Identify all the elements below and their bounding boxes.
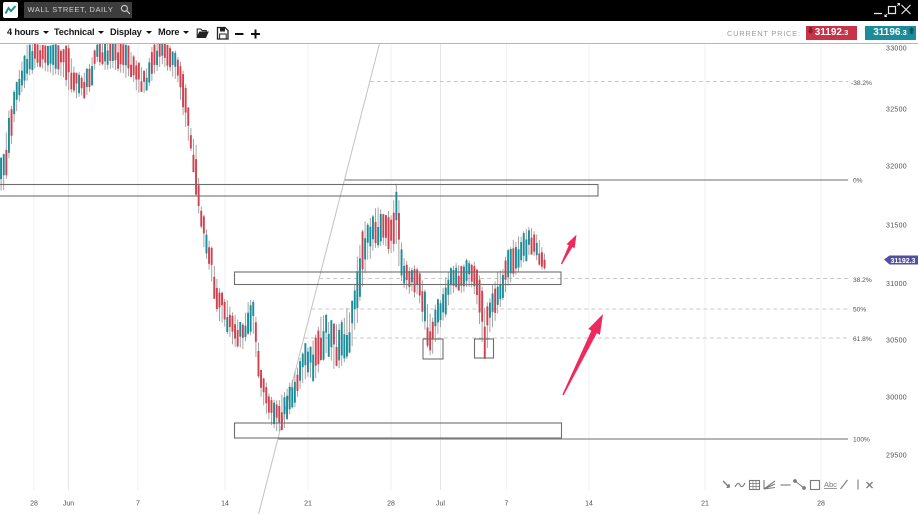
svg-text:14: 14 — [585, 501, 593, 508]
svg-text:Jul: Jul — [436, 501, 445, 508]
svg-text:21: 21 — [701, 501, 709, 508]
svg-text:31192.3: 31192.3 — [891, 258, 916, 265]
svg-text:7: 7 — [505, 501, 509, 508]
svg-text:28: 28 — [817, 501, 825, 508]
svg-text:31000: 31000 — [886, 281, 907, 288]
svg-text:0%: 0% — [853, 177, 863, 184]
svg-text:28: 28 — [387, 501, 395, 508]
svg-text:7: 7 — [136, 501, 140, 508]
svg-text:14: 14 — [221, 501, 229, 508]
svg-text:31500: 31500 — [886, 223, 907, 230]
svg-text:21: 21 — [304, 501, 312, 508]
svg-text:29500: 29500 — [886, 453, 907, 460]
svg-text:50%: 50% — [853, 307, 866, 314]
svg-text:Jun: Jun — [63, 501, 74, 508]
svg-text:32000: 32000 — [886, 164, 907, 171]
svg-text:28: 28 — [30, 501, 38, 508]
svg-text:30500: 30500 — [886, 338, 907, 345]
svg-text:38.2%: 38.2% — [853, 277, 872, 284]
svg-text:-38.2%: -38.2% — [851, 80, 872, 87]
svg-text:Abc: Abc — [824, 480, 837, 489]
svg-text:33000: 33000 — [886, 46, 907, 53]
svg-text:30000: 30000 — [886, 395, 907, 402]
svg-text:61.8%: 61.8% — [853, 336, 872, 343]
svg-text:32500: 32500 — [886, 107, 907, 114]
svg-text:100%: 100% — [853, 436, 870, 443]
